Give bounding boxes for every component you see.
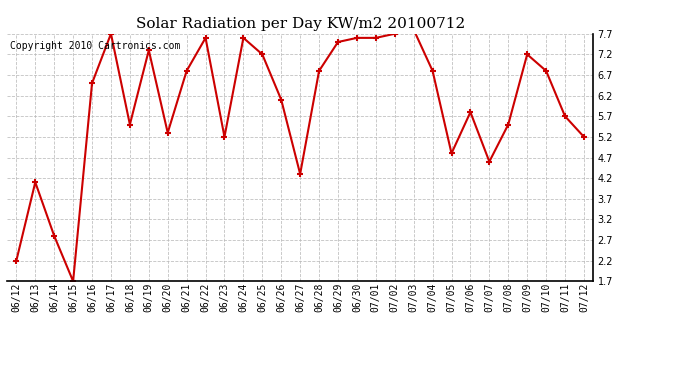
Text: Copyright 2010 Cartronics.com: Copyright 2010 Cartronics.com: [10, 41, 180, 51]
Title: Solar Radiation per Day KW/m2 20100712: Solar Radiation per Day KW/m2 20100712: [135, 17, 465, 31]
